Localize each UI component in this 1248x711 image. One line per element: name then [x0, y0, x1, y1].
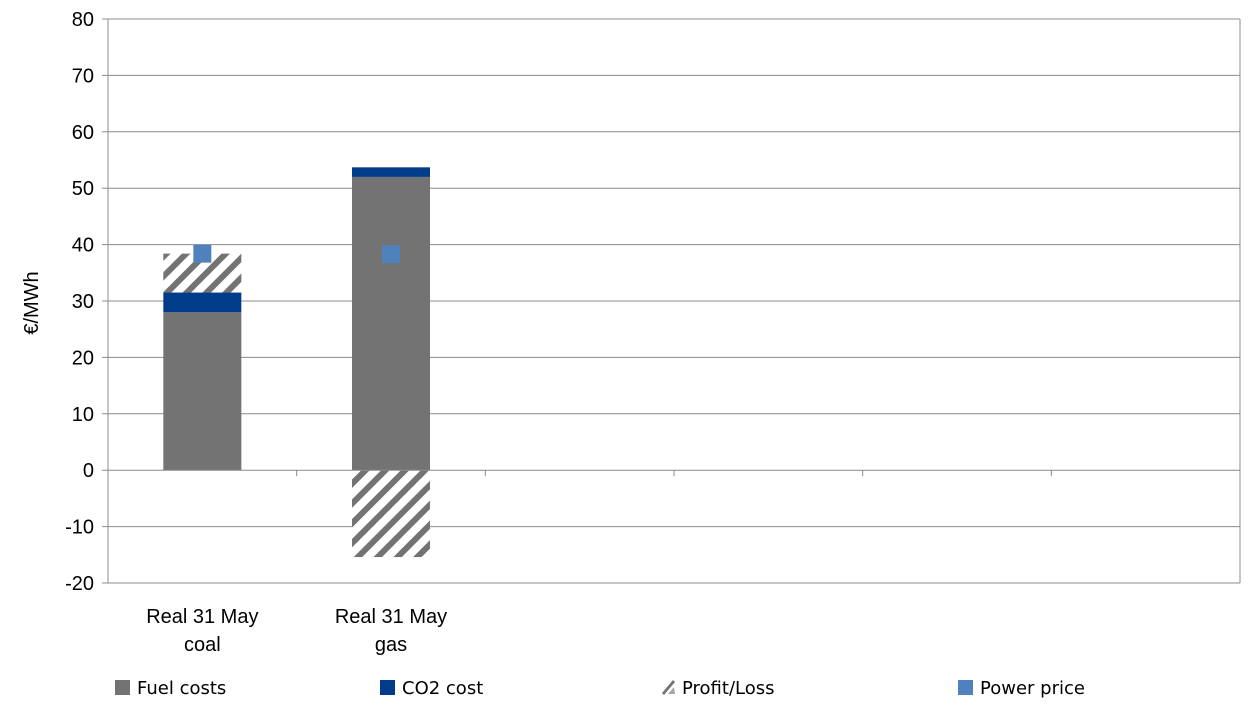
x-category-label: gas: [375, 634, 407, 656]
legend-swatch: [958, 680, 973, 695]
bar-segment: [352, 167, 430, 177]
labels: -20 -10 0 10 20 30 40 50 60 70 80 Real 31 May coal Re…: [65, 9, 447, 656]
axes: [102, 18, 1241, 584]
y-tick-label: -10: [65, 517, 94, 539]
x-category-label: Real 31 May: [146, 606, 258, 628]
y-tick-label: 10: [72, 404, 94, 426]
bar-segment: [163, 292, 242, 313]
legend-swatch: [115, 680, 130, 695]
y-tick-label: 70: [72, 65, 94, 87]
legend-label: CO2 cost: [402, 678, 483, 699]
y-tick-label: 60: [72, 122, 94, 144]
legend: Fuel costs CO2 cost Profit/Loss Power price: [115, 678, 1085, 699]
legend-swatch: [662, 680, 675, 695]
legend-label: Power price: [980, 678, 1085, 699]
bar-segment: [163, 312, 242, 471]
x-category-label: coal: [184, 634, 221, 656]
bars: [163, 167, 430, 558]
y-tick-label: 20: [72, 347, 94, 369]
legend-swatch: [668, 687, 675, 694]
x-category-label: Real 31 May: [335, 606, 447, 628]
y-tick-label: 80: [72, 9, 94, 31]
legend-label: Profit/Loss: [682, 678, 775, 699]
power-price-marker: [382, 245, 400, 264]
y-tick-label: 0: [83, 460, 94, 482]
y-tick-label: 30: [72, 291, 94, 313]
legend-swatch: [380, 680, 395, 695]
power-price-marker: [193, 244, 212, 263]
y-axis-title: €/MWh: [21, 271, 43, 334]
y-tick-label: -20: [65, 573, 94, 595]
y-tick-label: 50: [72, 178, 94, 200]
legend-label: Fuel costs: [137, 678, 226, 699]
bar-segment: [352, 176, 430, 471]
gridlines: [108, 18, 1240, 584]
y-tick-label: 40: [72, 235, 94, 257]
bar-segment: [352, 470, 430, 558]
